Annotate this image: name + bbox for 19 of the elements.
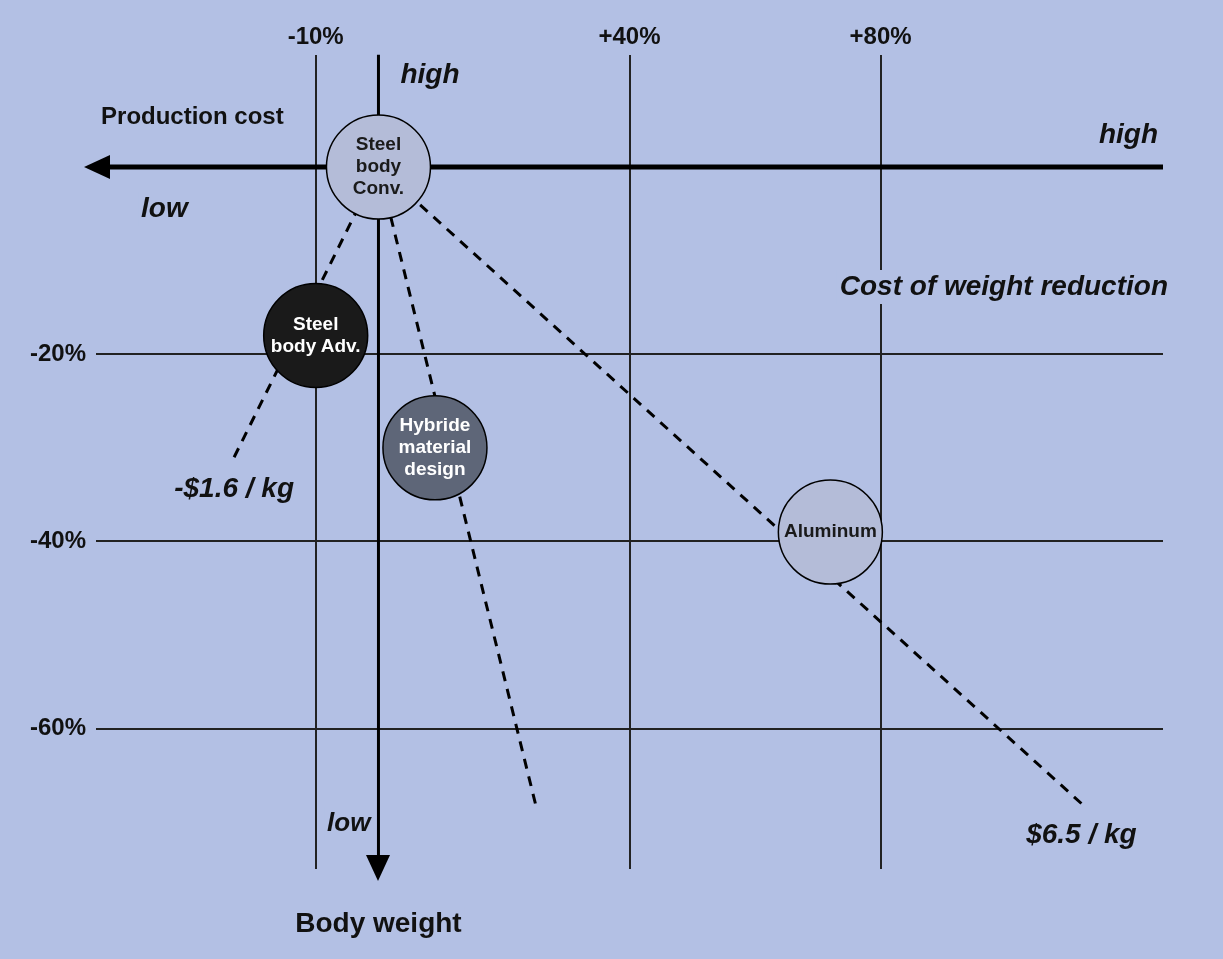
x-axis-title: Production cost	[101, 101, 284, 129]
x-tick-label: +40%	[598, 22, 661, 50]
annotation: high	[1098, 117, 1158, 149]
annotation: low	[141, 191, 190, 223]
series-label: Steel body Adv.	[270, 312, 361, 356]
text: Body weight	[295, 906, 462, 938]
series-label: Aluminum	[783, 520, 877, 542]
annotation: high	[400, 57, 460, 89]
annotation: low	[327, 807, 373, 838]
annotation: -$1.6 / kg	[174, 471, 295, 503]
x-tick-label: -10%	[287, 22, 344, 50]
y-tick-label: -60%	[30, 713, 87, 741]
x-tick-label: +80%	[849, 22, 912, 50]
annotation: Cost of weight reduction	[839, 269, 1168, 301]
y-tick-label: -40%	[30, 526, 87, 554]
series-label: Hybride material design	[398, 414, 472, 480]
annotation: $6.5 / kg	[1025, 818, 1137, 850]
series-label: Steel body Conv.	[352, 133, 405, 199]
y-tick-label: -20%	[30, 338, 87, 366]
